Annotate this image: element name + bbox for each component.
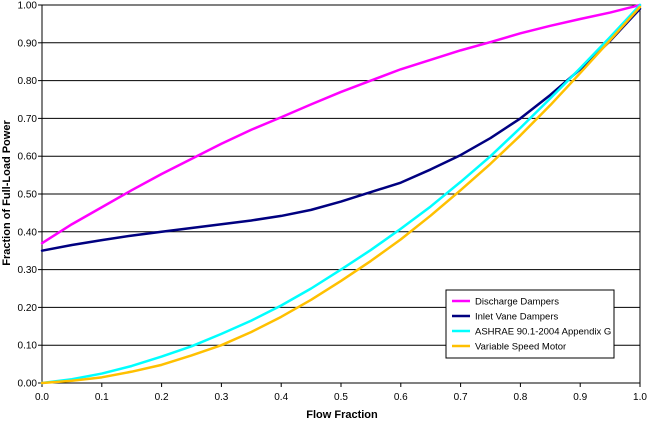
x-tick-label: 0.5 (334, 392, 348, 403)
series-line-discharge-dampers (40, 3, 642, 245)
x-tick-label: 0.0 (35, 392, 49, 403)
y-tick-label: 0.20 (18, 303, 38, 314)
x-tick-label: 0.4 (274, 392, 288, 403)
legend-label: ASHRAE 90.1-2004 Appendix G (475, 327, 611, 338)
x-tick-label: 0.3 (214, 392, 228, 403)
x-tick-label: 0.9 (573, 392, 587, 403)
y-tick-label: 0.40 (18, 227, 38, 238)
legend: Discharge Dampers Inlet Vane Dampers ASHRA… (445, 289, 615, 359)
x-axis-title: Flow Fraction (306, 409, 378, 421)
y-tick-label: 0.00 (18, 379, 38, 390)
series-line-inlet-vane-dampers (40, 7, 642, 252)
x-tick-label: 1.0 (633, 392, 647, 403)
x-tick-label: 0.8 (513, 392, 527, 403)
series-lines (40, 3, 642, 385)
y-tick-label: 1.00 (18, 1, 38, 12)
legend-box (445, 289, 615, 359)
y-tick-label: 0.50 (18, 190, 38, 201)
legend-label: Variable Speed Motor (475, 342, 566, 353)
series-line-variable-speed-motor (40, 5, 642, 385)
x-tick-label: 0.6 (394, 392, 408, 403)
y-tick-label: 0.90 (18, 38, 38, 49)
y-tick-label: 0.70 (18, 114, 38, 125)
legend-label: Inlet Vane Dampers (475, 312, 559, 323)
gridlines (42, 4, 640, 384)
x-tick-label: 0.2 (155, 392, 169, 403)
y-tick-label: 0.30 (18, 265, 38, 276)
y-axis-title: Fraction of Full-Load Power (1, 120, 13, 266)
y-tick-label: 0.10 (18, 341, 38, 352)
y-tick-label: 0.60 (18, 152, 38, 163)
x-tick-label: 0.7 (454, 392, 468, 403)
x-tick-label: 0.1 (95, 392, 109, 403)
tick-labels: 0.000.100.200.300.400.500.600.700.800.90… (18, 1, 648, 404)
series-line-ashrae-90-1-2004-appendix-g (40, 3, 642, 385)
axes (38, 4, 641, 387)
y-tick-label: 0.80 (18, 76, 38, 87)
legend-label: Discharge Dampers (475, 297, 559, 308)
